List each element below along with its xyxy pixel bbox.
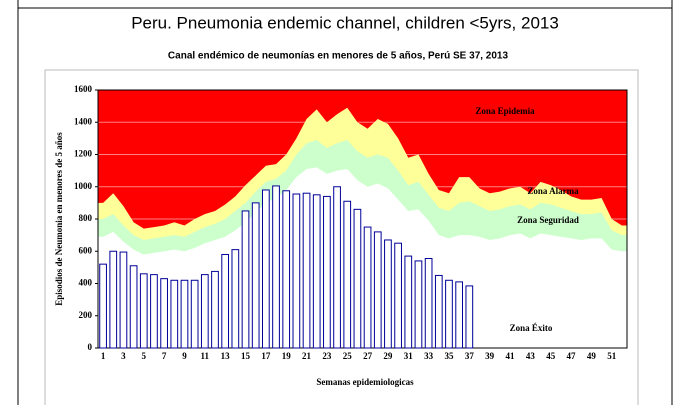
x-tick-label: 31 [404,351,414,361]
x-tick-label: 49 [587,351,597,361]
x-tick-label: 11 [201,351,210,361]
x-tick-label: 5 [142,351,147,361]
x-tick-label: 15 [241,351,251,361]
y-tick-label: 400 [79,278,93,288]
bar [333,186,341,349]
x-tick-label: 35 [444,351,454,361]
y-tick-label: 800 [79,213,93,223]
bar [312,194,321,349]
bar [160,278,168,349]
y-tick-label: 600 [79,245,93,255]
bar [353,208,362,349]
bar [404,255,413,349]
zone-label: Zona Epidemia [475,106,535,116]
bar [261,189,270,349]
bar [465,285,474,349]
x-tick-label: 1 [101,351,106,361]
bar [434,274,443,349]
x-tick-label: 39 [485,351,495,361]
zone-label: Zona Éxito [510,323,553,333]
x-tick-label: 9 [182,351,187,361]
x-tick-label: 13 [221,351,231,361]
x-tick-label: 23 [322,351,332,361]
x-tick-label: 7 [162,351,167,361]
bar [241,210,250,349]
bar [129,265,138,349]
bar [200,274,209,349]
bar [180,279,189,349]
bar [302,192,311,349]
frame-top [17,0,673,9]
bar [323,195,331,349]
x-tick-label: 47 [567,351,577,361]
zone-label: Zona Alarma [527,186,579,196]
x-tick-label: 41 [506,351,516,361]
x-tick-label: 17 [261,351,271,361]
y-tick-label: 200 [79,310,93,320]
bar [384,239,392,349]
y-tick-label: 1000 [74,181,93,191]
y-tick-label: 0 [88,342,93,352]
x-tick-label: 25 [343,351,353,361]
bar [394,242,402,349]
bar [343,200,352,349]
x-tick-label: 21 [302,351,312,361]
chart-area [44,69,639,405]
bar [251,202,260,349]
x-tick-label: 51 [607,351,617,361]
y-tick-label: 1600 [74,84,93,94]
bar [363,226,372,349]
bar [109,250,118,349]
bar [190,279,199,349]
x-tick-label: 45 [546,351,556,361]
x-tick-label: 19 [282,351,292,361]
x-tick-label: 29 [383,351,393,361]
x-tick-label: 3 [121,351,126,361]
bar [414,260,423,349]
x-tick-label: 27 [363,351,373,361]
y-tick-label: 1400 [74,116,93,126]
chart-title: Peru. Pneumonia endemic channel, childre… [131,13,559,32]
bar [99,263,107,349]
bar [292,193,301,349]
x-axis-title: Semanas epidemiologicas [316,377,414,387]
bar [221,253,230,349]
bar [150,274,158,349]
bar [455,281,464,349]
bar [211,270,219,349]
bar [272,185,280,349]
bar [445,279,453,349]
chart-subtitle: Canal endémico de neumonías en menores d… [168,51,509,62]
x-tick-label: 37 [465,351,475,361]
bar [282,190,291,349]
bar [424,258,433,349]
bar [119,251,128,349]
bar [139,273,148,349]
x-tick-label: 33 [424,351,434,361]
bar [170,279,179,349]
y-axis-title: Episodios de Neumonia en menores de 5 añ… [54,132,64,306]
y-tick-label: 1200 [74,149,93,159]
zone-label: Zona Seguridad [517,215,579,225]
channel-area [98,167,627,348]
bar [373,231,382,349]
x-tick-label: 43 [526,351,536,361]
bar [231,249,240,349]
